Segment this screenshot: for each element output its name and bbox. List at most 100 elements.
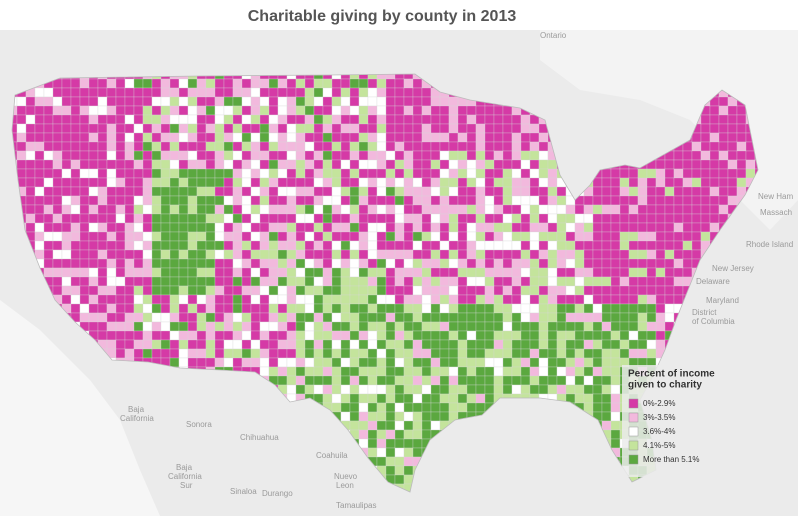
county xyxy=(682,159,693,170)
county xyxy=(340,402,351,413)
county xyxy=(133,177,144,188)
county xyxy=(340,159,351,170)
county xyxy=(628,240,639,251)
county xyxy=(286,303,297,314)
county xyxy=(484,267,495,278)
county xyxy=(439,123,450,134)
county xyxy=(286,105,297,116)
county xyxy=(286,267,297,278)
county xyxy=(529,303,540,314)
county xyxy=(475,177,486,188)
county xyxy=(439,150,450,161)
county xyxy=(403,474,414,485)
county xyxy=(61,177,72,188)
county xyxy=(16,123,27,134)
county xyxy=(241,240,252,251)
county xyxy=(475,213,486,224)
county xyxy=(394,150,405,161)
county xyxy=(277,276,288,287)
county xyxy=(214,159,225,170)
county xyxy=(196,105,207,116)
county xyxy=(286,159,297,170)
county xyxy=(403,303,414,314)
county xyxy=(79,294,90,305)
county xyxy=(457,195,468,206)
county xyxy=(70,168,81,179)
county xyxy=(295,303,306,314)
county xyxy=(538,249,549,260)
place-label: Sonora xyxy=(186,420,212,429)
county xyxy=(304,258,315,269)
county xyxy=(196,195,207,206)
county xyxy=(88,177,99,188)
county xyxy=(628,312,639,323)
county xyxy=(601,366,612,377)
county xyxy=(277,141,288,152)
county xyxy=(592,249,603,260)
county xyxy=(439,348,450,359)
county xyxy=(205,177,216,188)
county xyxy=(475,321,486,332)
place-label: Leon xyxy=(336,481,354,490)
county xyxy=(529,321,540,332)
county xyxy=(502,132,513,143)
county xyxy=(277,105,288,116)
county xyxy=(142,168,153,179)
county xyxy=(106,177,117,188)
county xyxy=(61,123,72,134)
county xyxy=(637,321,648,332)
county xyxy=(682,267,693,278)
county xyxy=(493,321,504,332)
county xyxy=(403,186,414,197)
county xyxy=(214,141,225,152)
county xyxy=(385,339,396,350)
county xyxy=(232,222,243,233)
county xyxy=(718,132,729,143)
county xyxy=(646,312,657,323)
county xyxy=(223,150,234,161)
county xyxy=(259,168,270,179)
county xyxy=(619,177,630,188)
county xyxy=(718,159,729,170)
county xyxy=(25,96,36,107)
county xyxy=(340,375,351,386)
county xyxy=(331,186,342,197)
county xyxy=(592,222,603,233)
county xyxy=(52,240,63,251)
county xyxy=(223,258,234,269)
county xyxy=(160,276,171,287)
county xyxy=(88,258,99,269)
county xyxy=(745,159,756,170)
county xyxy=(331,303,342,314)
county xyxy=(187,123,198,134)
county xyxy=(646,222,657,233)
county xyxy=(430,420,441,431)
county xyxy=(619,204,630,215)
county xyxy=(430,150,441,161)
county xyxy=(205,78,216,89)
county xyxy=(124,348,135,359)
county xyxy=(574,285,585,296)
county xyxy=(169,132,180,143)
county xyxy=(484,375,495,386)
county xyxy=(691,141,702,152)
county xyxy=(421,96,432,107)
county xyxy=(79,78,90,89)
county xyxy=(655,249,666,260)
county xyxy=(358,195,369,206)
county xyxy=(367,222,378,233)
county xyxy=(520,114,531,125)
county xyxy=(34,213,45,224)
county xyxy=(529,159,540,170)
county xyxy=(97,294,108,305)
county xyxy=(592,348,603,359)
county xyxy=(304,366,315,377)
county xyxy=(286,213,297,224)
county xyxy=(151,267,162,278)
county xyxy=(637,213,648,224)
county xyxy=(592,384,603,395)
county xyxy=(169,276,180,287)
county xyxy=(394,231,405,242)
county xyxy=(70,105,81,116)
county xyxy=(511,249,522,260)
